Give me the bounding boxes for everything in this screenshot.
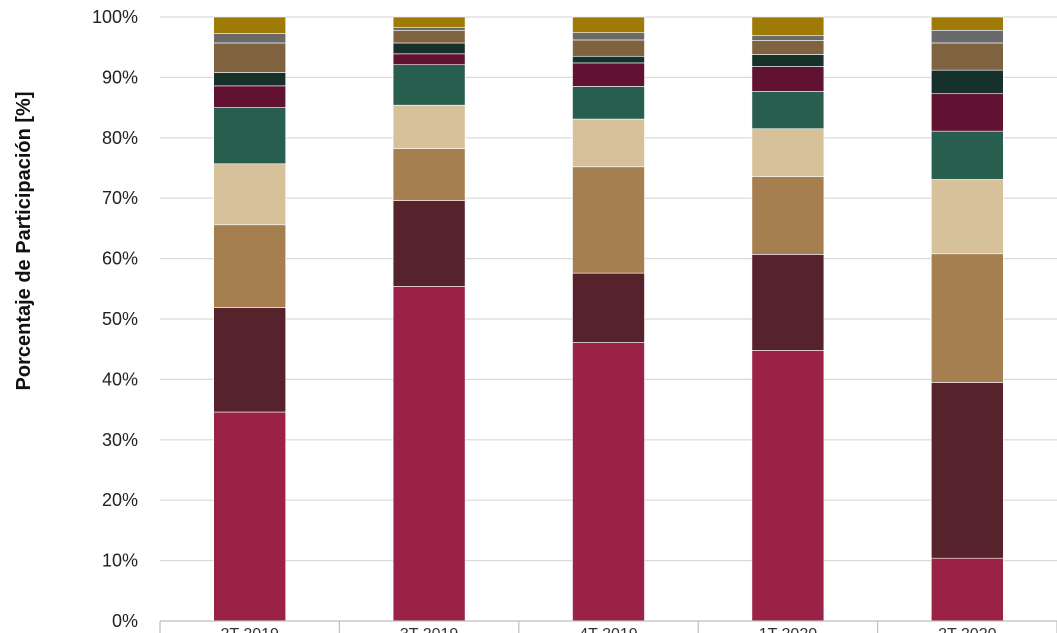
bar-segment: [213, 307, 286, 413]
bar-segment: [930, 29, 1004, 44]
bar-segment: [213, 42, 286, 73]
bar-segment: [930, 93, 1004, 132]
bar-segment: [751, 350, 825, 622]
bar-segment: [930, 42, 1004, 71]
bar-segment: [392, 29, 466, 44]
bar-segment: [930, 557, 1004, 622]
y-tick-label: 70%: [102, 188, 138, 208]
y-axis-label: Porcentaje de Participación [%]: [13, 92, 35, 391]
bar-segment: [751, 35, 825, 41]
bar-segment: [213, 224, 286, 308]
bar-segment: [572, 62, 645, 87]
bar-segment: [751, 66, 825, 92]
bar-segment: [572, 166, 645, 274]
x-tick-label: 2T 2020: [938, 626, 997, 633]
x-tick-label: 2T 2019: [220, 626, 279, 633]
bar-segment: [572, 86, 645, 120]
bar-segment: [213, 107, 286, 165]
bar-segment: [392, 286, 466, 622]
y-tick-label: 0%: [112, 611, 138, 631]
y-tick-label: 50%: [102, 309, 138, 329]
bar-segment: [751, 128, 825, 177]
bar-segment: [930, 16, 1004, 31]
y-tick-label: 60%: [102, 249, 138, 269]
x-tick-label: 1T 2020: [759, 626, 818, 633]
bar-segment: [392, 200, 466, 287]
x-tick-label: 3T 2019: [400, 626, 459, 633]
bar-segment: [213, 33, 286, 44]
y-tick-label: 20%: [102, 490, 138, 510]
bar-segment: [930, 382, 1004, 559]
bar-segment: [751, 40, 825, 55]
bar-segment: [213, 85, 286, 108]
y-tick-label: 10%: [102, 551, 138, 571]
y-tick-label: 30%: [102, 430, 138, 450]
bar-segment: [392, 64, 466, 106]
bar-segment: [213, 72, 286, 87]
bar-segment: [572, 342, 645, 622]
bar-segment: [751, 16, 825, 37]
bar-segment: [392, 42, 466, 55]
bar-segment: [930, 130, 1004, 180]
bars: [213, 16, 1004, 622]
y-tick-label: 80%: [102, 128, 138, 148]
y-tick-label: 100%: [92, 7, 138, 27]
bar-segment: [572, 39, 645, 57]
y-axis-ticks: 0% 10% 20% 30% 40% 50% 60% 70% 80% 90% 100%: [92, 7, 138, 631]
bar-segment: [572, 272, 645, 343]
bar-segment: [751, 90, 825, 130]
bar-segment: [213, 16, 286, 34]
bar-segment: [392, 148, 466, 201]
bar-segment: [751, 54, 825, 67]
bar-segment: [392, 53, 466, 66]
bar-segment: [930, 179, 1004, 255]
x-tick-label: 4T 2019: [579, 626, 638, 633]
bar-segment: [392, 104, 466, 149]
bar-segment: [930, 253, 1004, 383]
y-tick-label: 90%: [102, 67, 138, 87]
bar-segment: [930, 69, 1004, 95]
bar-segment: [213, 163, 286, 226]
bar-segment: [213, 411, 286, 622]
bar-segment: [572, 16, 645, 34]
bar-segment: [751, 254, 825, 351]
bar-segment: [392, 26, 466, 31]
y-tick-label: 40%: [102, 369, 138, 389]
bar-segment: [392, 16, 466, 28]
bar-segment: [751, 176, 825, 255]
bar-segment: [572, 32, 645, 41]
x-axis: 2T 2019 3T 2019 4T 2019 1T 2020 2T 2020: [159, 620, 1057, 633]
bar-segment: [572, 118, 645, 168]
bar-segment: [572, 55, 645, 64]
